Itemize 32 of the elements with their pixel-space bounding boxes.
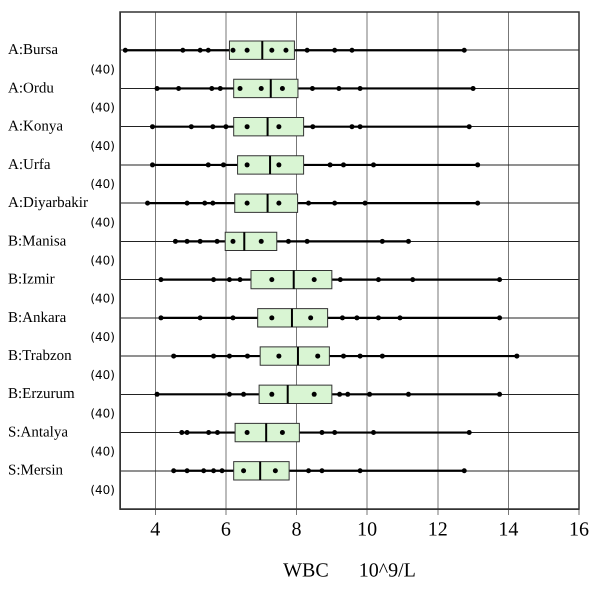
x-tick-label: 8	[292, 518, 302, 540]
text: (40)	[90, 215, 115, 230]
y-tick-label: B:Erzurum	[8, 386, 75, 402]
y-tick-label: A:Ordu	[8, 80, 54, 96]
text: (40)	[90, 330, 115, 344]
y-tick-label: S:Mersin	[8, 462, 64, 479]
text: (40)	[90, 444, 115, 459]
text: (40)	[90, 100, 115, 115]
y-tick-label: B:Manisa	[8, 233, 67, 250]
x-tick-label: 10	[357, 518, 378, 540]
text: (40)	[90, 138, 115, 153]
text: (40)	[90, 292, 115, 306]
y-tick-label: B:Izmir	[8, 272, 55, 288]
text: (40)	[90, 482, 115, 497]
y-tick-label: B:Trabzon	[8, 348, 72, 364]
x-tick-label: 12	[428, 518, 448, 540]
y-tick-label: A:Diyarbakir	[8, 195, 88, 212]
text: (40)	[90, 254, 115, 268]
x-tick-label: 4	[150, 518, 160, 540]
text: (40)	[90, 177, 115, 192]
x-tick-label: 6	[220, 518, 231, 540]
x-tick-label: 14	[498, 518, 518, 540]
y-tick-label: A:Bursa	[8, 42, 58, 58]
y-tick-label: A:Konya	[8, 118, 64, 135]
y-tick-label: S:Antalya	[8, 424, 68, 440]
text: (40)	[90, 406, 115, 420]
x-tick-label: 16	[569, 518, 589, 540]
text: (40)	[90, 62, 115, 76]
y-tick-label: B:Ankara	[8, 310, 67, 326]
y-tick-label: A:Urfa	[8, 156, 51, 173]
text: (40)	[90, 368, 115, 382]
x-axis-title: WBC 10^9/L	[283, 559, 416, 582]
